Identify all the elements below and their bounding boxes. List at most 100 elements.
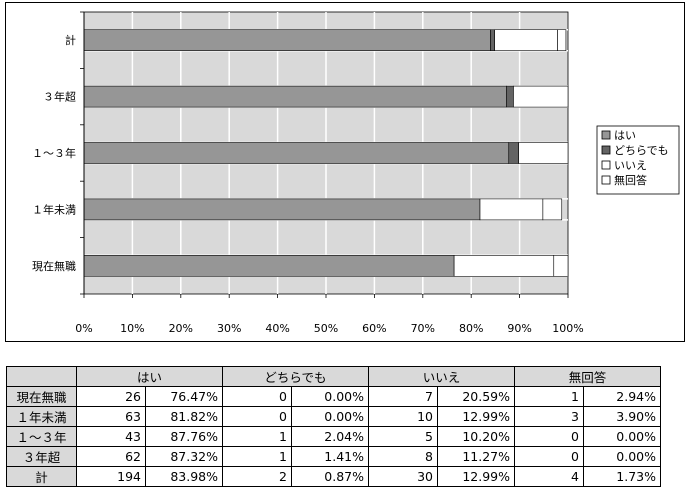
percent-cell: 0.87% bbox=[291, 466, 369, 487]
count-cell: 3 bbox=[514, 406, 584, 427]
count-cell: 8 bbox=[368, 446, 438, 467]
percent-cell: 76.47% bbox=[145, 386, 223, 407]
percent-cell: 2.04% bbox=[291, 426, 369, 447]
count-cell: 5 bbox=[368, 426, 438, 447]
count-cell: 0 bbox=[514, 426, 584, 447]
col-header-no: いいえ bbox=[368, 366, 515, 387]
legend-box bbox=[596, 125, 680, 195]
count-cell: 7 bbox=[368, 386, 438, 407]
count-cell: 0 bbox=[222, 406, 292, 427]
col-header-neither: どちらでも bbox=[222, 366, 369, 387]
table-row: １年未満 63 81.82% 0 0.00% 10 12.99% 3 3.90% bbox=[6, 406, 661, 427]
legend-swatch bbox=[601, 145, 611, 155]
category-label: 現在無職 bbox=[32, 259, 76, 273]
x-tick-label: 0% bbox=[75, 322, 92, 335]
category-label: １年未満 bbox=[32, 202, 76, 216]
bar-segment bbox=[553, 255, 569, 277]
percent-cell: 0.00% bbox=[583, 446, 661, 467]
percent-cell: 87.32% bbox=[145, 446, 223, 467]
count-cell: 1 bbox=[222, 446, 292, 467]
count-cell: 10 bbox=[368, 406, 438, 427]
col-header-no-answer: 無回答 bbox=[514, 366, 661, 387]
count-cell: 1 bbox=[514, 386, 584, 407]
percent-cell: 83.98% bbox=[145, 466, 223, 487]
row-label: ３年超 bbox=[6, 446, 77, 467]
table-row: 現在無職 26 76.47% 0 0.00% 7 20.59% 1 2.94% bbox=[6, 386, 661, 407]
legend-label: はい bbox=[614, 129, 636, 142]
row-label: １年未満 bbox=[6, 406, 77, 427]
bar-segment bbox=[513, 85, 569, 108]
table-row: 計 194 83.98% 2 0.87% 30 12.99% 4 1.73% bbox=[6, 466, 661, 487]
count-cell: 194 bbox=[76, 466, 146, 487]
col-header-yes: はい bbox=[76, 366, 223, 387]
category-label: １～３年 bbox=[32, 146, 76, 160]
bar-segment bbox=[479, 198, 544, 221]
x-tick-label: 100% bbox=[552, 322, 583, 335]
bar-segment bbox=[490, 29, 495, 52]
count-cell: 63 bbox=[76, 406, 146, 427]
legend-swatch bbox=[601, 160, 611, 170]
x-tick-label: 10% bbox=[120, 322, 144, 335]
count-cell: 62 bbox=[76, 446, 146, 467]
bar-segment bbox=[518, 142, 569, 164]
bar-segment bbox=[453, 255, 555, 277]
percent-cell: 12.99% bbox=[437, 466, 515, 487]
bar-segment bbox=[542, 198, 563, 221]
percent-cell: 1.41% bbox=[291, 446, 369, 467]
x-tick-label: 50% bbox=[314, 322, 338, 335]
legend-label: いいえ bbox=[614, 159, 647, 172]
percent-cell: 20.59% bbox=[437, 386, 515, 407]
legend-swatch bbox=[601, 130, 611, 140]
x-tick-label: 20% bbox=[169, 322, 193, 335]
x-tick-label: 40% bbox=[265, 322, 289, 335]
count-cell: 30 bbox=[368, 466, 438, 487]
legend-label: 無回答 bbox=[614, 173, 647, 187]
table-row: １～３年 43 87.76% 1 2.04% 5 10.20% 0 0.00% bbox=[6, 426, 661, 447]
row-label: 現在無職 bbox=[6, 386, 77, 407]
count-cell: 0 bbox=[222, 386, 292, 407]
legend-swatch bbox=[601, 175, 611, 185]
bar-segment bbox=[83, 198, 481, 221]
bar-segment bbox=[83, 142, 510, 164]
bar-segment bbox=[83, 29, 491, 52]
row-label: 計 bbox=[6, 466, 77, 487]
legend-label: どちらでも bbox=[614, 144, 669, 157]
chart-frame: 計 ３年超 １～３年 １年未満現在無職 0% 10% 20% 30% 40% 50% 60% 70% 8… bbox=[5, 2, 685, 342]
bar-segment bbox=[494, 29, 558, 52]
count-cell: 1 bbox=[222, 426, 292, 447]
x-tick-label: 70% bbox=[411, 322, 435, 335]
percent-cell: 81.82% bbox=[145, 406, 223, 427]
bar-segment bbox=[83, 255, 455, 277]
count-cell: 0 bbox=[514, 446, 584, 467]
table-row: ３年超 62 87.32% 1 1.41% 8 11.27% 0 0.00% bbox=[6, 446, 661, 467]
table-body: 現在無職 26 76.47% 0 0.00% 7 20.59% 1 2.94% １年未満 63 81.… bbox=[6, 386, 661, 487]
category-label: 計 bbox=[65, 33, 76, 47]
percent-cell: 0.00% bbox=[291, 406, 369, 427]
count-cell: 4 bbox=[514, 466, 584, 487]
x-tick-label: 30% bbox=[217, 322, 241, 335]
bar-segment bbox=[83, 85, 507, 108]
x-tick-label: 60% bbox=[362, 322, 386, 335]
count-cell: 26 bbox=[76, 386, 146, 407]
bar-segment bbox=[508, 142, 519, 164]
percent-cell: 3.90% bbox=[583, 406, 661, 427]
percent-cell: 11.27% bbox=[437, 446, 515, 467]
bar-segment bbox=[557, 29, 567, 52]
table-header-row: はい どちらでも いいえ 無回答 bbox=[6, 366, 661, 387]
x-tick-label: 80% bbox=[459, 322, 483, 335]
table-corner bbox=[6, 366, 77, 387]
percent-cell: 87.76% bbox=[145, 426, 223, 447]
x-tick-label: 90% bbox=[507, 322, 531, 335]
count-cell: 43 bbox=[76, 426, 146, 447]
percent-cell: 0.00% bbox=[583, 426, 661, 447]
row-label: １～３年 bbox=[6, 426, 77, 447]
bar-segment bbox=[506, 85, 514, 108]
percent-cell: 12.99% bbox=[437, 406, 515, 427]
percent-cell: 1.73% bbox=[583, 466, 661, 487]
category-label: ３年超 bbox=[43, 90, 76, 104]
percent-cell: 0.00% bbox=[291, 386, 369, 407]
percent-cell: 2.94% bbox=[583, 386, 661, 407]
data-table: はい どちらでも いいえ 無回答 現在無職 26 76.47% 0 0.00% 7 20.5… bbox=[6, 366, 661, 487]
percent-cell: 10.20% bbox=[437, 426, 515, 447]
